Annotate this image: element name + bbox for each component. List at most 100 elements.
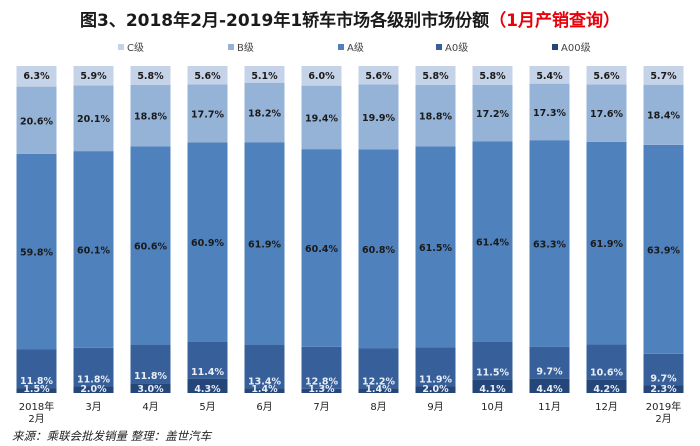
bar-segment — [643, 353, 684, 386]
legend-swatch — [436, 44, 442, 50]
bar-segment — [358, 84, 399, 150]
data-label: 5.4% — [536, 71, 563, 82]
bar-segment — [130, 146, 171, 345]
data-label: 17.7% — [191, 109, 224, 120]
data-label: 12.2% — [362, 376, 395, 387]
data-label: 60.4% — [305, 244, 338, 255]
bar-segment — [244, 388, 285, 393]
data-label: 11.8% — [134, 371, 167, 382]
data-label: 2.3% — [650, 384, 677, 395]
bar-segment — [130, 84, 171, 147]
bar-segment — [529, 66, 570, 84]
data-label: 60.1% — [77, 245, 110, 256]
bar-segment — [643, 385, 684, 393]
data-label: 11.8% — [77, 374, 110, 385]
bar-segment — [301, 149, 342, 347]
bar-segment — [73, 386, 114, 393]
bar-segment — [301, 388, 342, 393]
bar-segment — [301, 346, 342, 389]
data-label: 4.2% — [593, 384, 620, 395]
data-label: 3.0% — [137, 384, 164, 395]
data-label: 61.9% — [248, 239, 281, 250]
x-tick-label: 2月 — [28, 413, 44, 425]
bar-segment — [16, 86, 57, 154]
data-label: 5.6% — [593, 71, 620, 82]
legend-swatch — [228, 44, 234, 50]
bar-segment — [16, 153, 57, 350]
data-label: 9.7% — [650, 373, 677, 384]
bar-segment — [643, 66, 684, 85]
legend-label: B级 — [237, 42, 254, 54]
x-tick-label: 2018年 — [19, 400, 54, 413]
x-tick-label: 8月 — [370, 401, 386, 413]
data-label: 11.4% — [191, 367, 224, 378]
data-label: 11.8% — [20, 376, 53, 387]
data-label: 10.6% — [590, 367, 623, 378]
bar-segment — [472, 379, 513, 393]
data-label: 5.8% — [422, 71, 449, 82]
bar-segment — [187, 84, 228, 143]
data-label: 13.4% — [248, 376, 281, 387]
bar-segment — [415, 146, 456, 348]
bar-segment — [472, 141, 513, 342]
data-label: 5.6% — [365, 71, 392, 82]
bar-segment — [415, 347, 456, 387]
data-label: 9.7% — [536, 367, 563, 378]
x-tick-label: 12月 — [595, 401, 618, 413]
bar-segment — [16, 66, 57, 87]
bar-segment — [472, 84, 513, 142]
data-label: 11.5% — [476, 368, 509, 379]
data-label: 5.8% — [137, 71, 164, 82]
data-label: 2.0% — [80, 384, 107, 395]
bar-segment — [358, 149, 399, 349]
data-label: 1.4% — [251, 384, 278, 395]
bar-segment — [529, 83, 570, 141]
bar-segment — [529, 378, 570, 393]
data-label: 5.9% — [80, 71, 107, 82]
data-label: 18.8% — [134, 112, 167, 123]
data-label: 19.4% — [305, 113, 338, 124]
bar-segment — [415, 386, 456, 393]
bar-segment — [16, 349, 57, 389]
legend-label: C级 — [127, 42, 144, 54]
bar-segment — [130, 66, 171, 85]
bar-segment — [130, 344, 171, 384]
data-label: 5.7% — [650, 71, 677, 82]
data-label: 4.3% — [194, 384, 221, 395]
data-label: 20.1% — [77, 114, 110, 125]
bar-segment — [301, 85, 342, 150]
x-tick-label: 9月 — [427, 401, 443, 413]
bar-segment — [415, 66, 456, 85]
bar-segment — [643, 144, 684, 354]
legend-swatch — [118, 44, 124, 50]
bar-segment — [244, 344, 285, 389]
data-label: 2.0% — [422, 384, 449, 395]
bar-segment — [187, 341, 228, 379]
bar-segment — [586, 66, 627, 85]
bar-segment — [643, 84, 684, 145]
x-tick-label: 2月 — [655, 413, 671, 425]
data-label: 61.5% — [419, 243, 452, 254]
data-label: 17.3% — [533, 108, 566, 119]
bar-segment — [529, 140, 570, 347]
legend-swatch — [338, 44, 344, 50]
bar-segment — [244, 66, 285, 83]
data-label: 17.2% — [476, 109, 509, 120]
legend-label: A0级 — [445, 42, 468, 54]
bar-segment — [472, 66, 513, 85]
data-label: 4.1% — [479, 384, 506, 395]
bar-segment — [415, 84, 456, 147]
data-label: 60.9% — [191, 238, 224, 249]
bar-segment — [358, 348, 399, 389]
data-label: 17.6% — [590, 109, 623, 120]
bar-segment — [472, 341, 513, 380]
data-label: 1.4% — [365, 384, 392, 395]
bar-segment — [16, 388, 57, 393]
chart-title-note: （1月产销查询） — [489, 11, 620, 31]
x-tick-label: 3月 — [85, 401, 101, 413]
bar-segment — [529, 346, 570, 379]
bar-segment — [130, 383, 171, 393]
x-tick-label: 7月 — [313, 401, 329, 413]
